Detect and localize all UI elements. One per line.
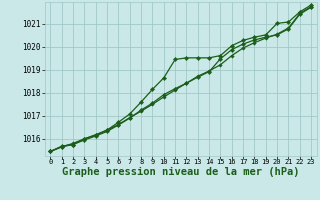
X-axis label: Graphe pression niveau de la mer (hPa): Graphe pression niveau de la mer (hPa): [62, 167, 300, 177]
